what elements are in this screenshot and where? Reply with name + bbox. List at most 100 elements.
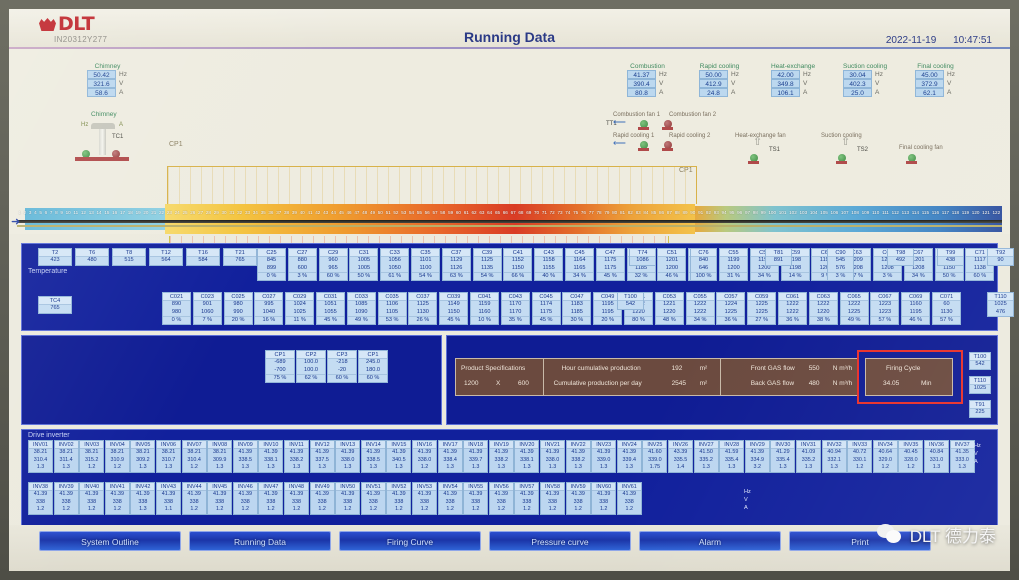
temperature-cell[interactable]: C043 1170 1170 35 % — [500, 292, 530, 325]
inverter-cell[interactable]: INV07 38.21 310.4 1.2 — [181, 440, 207, 473]
temperature-cell[interactable]: C45 1164 1165 34 % — [565, 248, 594, 281]
inverter-cell[interactable]: INV27 41.50 335.2 1.3 — [693, 440, 719, 473]
inverter-cell[interactable]: INV26 43.39 335.5 1.4 — [668, 440, 693, 473]
temperature-cell[interactable]: C47 1175 1175 45 % — [595, 248, 625, 281]
temperature-cell[interactable]: T74 1086 — [629, 248, 656, 266]
inverter-cell[interactable]: INV33 40.72 330.1 1.2 — [847, 440, 873, 473]
temperature-cell[interactable]: C041 1159 1160 10 % — [470, 292, 499, 325]
inverter-cell[interactable]: INV57 41.39 338 1.2 — [514, 482, 540, 515]
inverter-cell[interactable]: INV25 41.60 339.0 1.75 — [642, 440, 668, 473]
button-pressure-curve[interactable]: Pressure curve — [489, 531, 631, 551]
cp-cell[interactable]: CP2 100.0 100.0 62 % — [296, 350, 326, 383]
temperature-cell[interactable]: C021 890 980 0 % — [162, 292, 191, 325]
cp-cell[interactable]: CP1 245.0 180.0 60 % — [358, 350, 388, 383]
temperature-cell[interactable]: T92 90 — [987, 248, 1014, 266]
temperature-cell[interactable]: C039 1149 1150 45 % — [439, 292, 469, 325]
inverter-cell[interactable]: INV59 41.39 338 1.2 — [565, 482, 591, 515]
inverter-cell[interactable]: INV23 41.39 339.0 1.3 — [591, 440, 617, 473]
temperature-cell[interactable]: C053 1221 1220 48 % — [654, 292, 684, 325]
inverter-cell[interactable]: INV30 41.29 335.4 1.3 — [770, 440, 796, 473]
temperature-cell[interactable]: C31 1005 1005 50 % — [349, 248, 379, 281]
inverter-cell[interactable]: INV51 41.39 338 1.2 — [360, 482, 386, 515]
temperature-cell[interactable]: C90 545 576 3 % — [827, 248, 854, 281]
temperature-cell[interactable]: C063 1222 1220 38 % — [808, 292, 838, 325]
temperature-cell[interactable]: C035 1106 1105 53 % — [377, 292, 407, 325]
temperature-cell[interactable]: C39 1125 1135 54 % — [472, 248, 502, 281]
temperature-cell[interactable]: C025 980 990 20 % — [223, 292, 253, 325]
inverter-cell[interactable]: INV32 40.94 332.1 1.3 — [821, 440, 847, 473]
temperature-cell[interactable]: T6 480 — [75, 248, 109, 266]
inverter-cell[interactable]: INV16 41.39 338.0 1.2 — [412, 440, 437, 473]
inverter-cell[interactable]: INV12 41.39 337.5 1.3 — [309, 440, 335, 473]
temperature-cell[interactable]: C55 1199 1200 31 % — [719, 248, 748, 281]
temperature-cell[interactable]: C059 1225 1225 27 % — [747, 292, 777, 325]
inverter-cell[interactable]: INV11 41.39 338.2 1.3 — [284, 440, 309, 473]
inverter-cell[interactable]: INV37 41.35 333.0 1.3 — [949, 440, 975, 473]
inverter-cell[interactable]: INV54 41.39 338 1.2 — [437, 482, 463, 515]
inverter-cell[interactable]: INV28 41.59 335.4 1.3 — [719, 440, 745, 473]
inverter-cell[interactable]: INV36 40.84 331.0 1.3 — [924, 440, 949, 473]
inverter-cell[interactable]: INV15 41.39 340.5 1.3 — [386, 440, 412, 473]
inverter-cell[interactable]: INV53 41.39 338 1.2 — [412, 482, 437, 515]
inverter-cell[interactable]: INV08 38.21 309.9 1.3 — [207, 440, 233, 473]
inverter-cell[interactable]: INV44 41.39 338 1.2 — [181, 482, 207, 515]
temperature-cell[interactable]: T81 891 — [765, 248, 792, 266]
inverter-cell[interactable]: INV50 41.39 338 1.2 — [335, 482, 361, 515]
temperature-cell[interactable]: C033 1085 1090 49 % — [346, 292, 376, 325]
inverter-cell[interactable]: INV41 41.39 338 1.2 — [104, 482, 130, 515]
inverter-cell[interactable]: INV06 38.21 310.7 1.3 — [156, 440, 181, 473]
temperature-cell[interactable]: C29 960 965 60 % — [318, 248, 348, 281]
temperature-cell[interactable]: C027 995 1040 16 % — [254, 292, 284, 325]
temperature-cell[interactable]: TC4 765 — [38, 296, 72, 314]
temperature-cell[interactable]: C061 1222 1222 36 % — [778, 292, 807, 325]
temperature-cell[interactable]: C067 1223 1223 57 % — [870, 292, 900, 325]
inverter-cell[interactable]: INV40 41.39 338 1.2 — [79, 482, 105, 515]
temperature-cell[interactable]: C029 1024 1025 11 % — [285, 292, 315, 325]
inverter-cell[interactable]: INV42 41.39 338 1.3 — [130, 482, 156, 515]
temperature-cell[interactable]: C25 845 899 0 % — [257, 248, 286, 281]
inverter-cell[interactable]: INV31 41.09 335.2 1.3 — [796, 440, 821, 473]
inverter-cell[interactable]: INV22 41.39 338.2 1.3 — [565, 440, 591, 473]
inverter-cell[interactable]: INV39 41.39 338 1.2 — [53, 482, 79, 515]
button-alarm[interactable]: Alarm — [639, 531, 781, 551]
cp-cell[interactable]: CP1 -689 -700 75 % — [265, 350, 295, 383]
temperature-cell[interactable]: T16 584 — [186, 248, 220, 266]
temperature-cell[interactable]: T110 1025 476 — [987, 292, 1014, 317]
inverter-cell[interactable]: INV45 41.39 338 1.2 — [207, 482, 233, 515]
inverter-cell[interactable]: INV17 41.39 338.4 1.3 — [437, 440, 463, 473]
inverter-cell[interactable]: INV24 41.39 339.4 1.3 — [616, 440, 642, 473]
inverter-cell[interactable]: INV13 41.39 338.0 1.3 — [335, 440, 361, 473]
temperature-cell[interactable]: C069 1160 1195 46 % — [901, 292, 931, 325]
temperature-cell[interactable]: T8 515 — [112, 248, 146, 266]
inverter-cell[interactable]: INV03 38.21 315.2 1.2 — [79, 440, 105, 473]
temperature-cell[interactable]: C055 1222 1222 34 % — [685, 292, 715, 325]
temperature-cell[interactable]: T2 423 — [38, 248, 72, 266]
inverter-cell[interactable]: INV60 41.39 338 1.2 — [591, 482, 617, 515]
inverter-cell[interactable]: INV18 41.39 339.7 1.3 — [463, 440, 489, 473]
temperature-cell[interactable]: C27 880 600 3 % — [287, 248, 317, 281]
inverter-cell[interactable]: INV20 41.39 338.1 1.3 — [514, 440, 540, 473]
temperature-cell[interactable]: T99 438 — [937, 248, 964, 266]
inverter-cell[interactable]: INV52 41.39 338 1.2 — [386, 482, 412, 515]
inverter-cell[interactable]: INV02 38.21 311.4 1.3 — [53, 440, 79, 473]
inverter-cell[interactable]: INV43 41.39 338 1.1 — [156, 482, 181, 515]
temperature-cell[interactable]: T100 542 — [617, 292, 644, 310]
temperature-cell[interactable]: C037 1125 1130 26 % — [408, 292, 438, 325]
temperature-cell[interactable]: C047 1183 1185 30 % — [562, 292, 592, 325]
temperature-cell[interactable]: C33 1056 1050 61 % — [380, 248, 410, 281]
inverter-cell[interactable]: INV49 41.39 338 1.2 — [309, 482, 335, 515]
temperature-cell[interactable]: C031 1051 1055 45 % — [316, 292, 345, 325]
temperature-cell[interactable]: C43 1158 1155 40 % — [534, 248, 564, 281]
button-firing-curve[interactable]: Firing Curve — [339, 531, 481, 551]
button-running-data[interactable]: Running Data — [189, 531, 331, 551]
temperature-cell[interactable]: T98 492 — [887, 248, 914, 266]
temperature-cell[interactable]: C51 1201 1200 46 % — [657, 248, 687, 281]
inverter-cell[interactable]: INV14 41.39 338.5 1.3 — [360, 440, 386, 473]
inverter-cell[interactable]: INV34 40.64 329.0 1.2 — [872, 440, 898, 473]
inverter-cell[interactable]: INV10 41.39 338.1 1.3 — [258, 440, 284, 473]
temperature-cell[interactable]: C045 1174 1175 45 % — [531, 292, 561, 325]
inverter-cell[interactable]: INV46 41.39 338 1.2 — [232, 482, 258, 515]
inverter-cell[interactable]: INV55 41.39 338 1.2 — [463, 482, 489, 515]
inverter-cell[interactable]: INV48 41.39 338 1.2 — [284, 482, 309, 515]
inverter-cell[interactable]: INV01 38.21 310.4 1.3 — [28, 440, 53, 473]
